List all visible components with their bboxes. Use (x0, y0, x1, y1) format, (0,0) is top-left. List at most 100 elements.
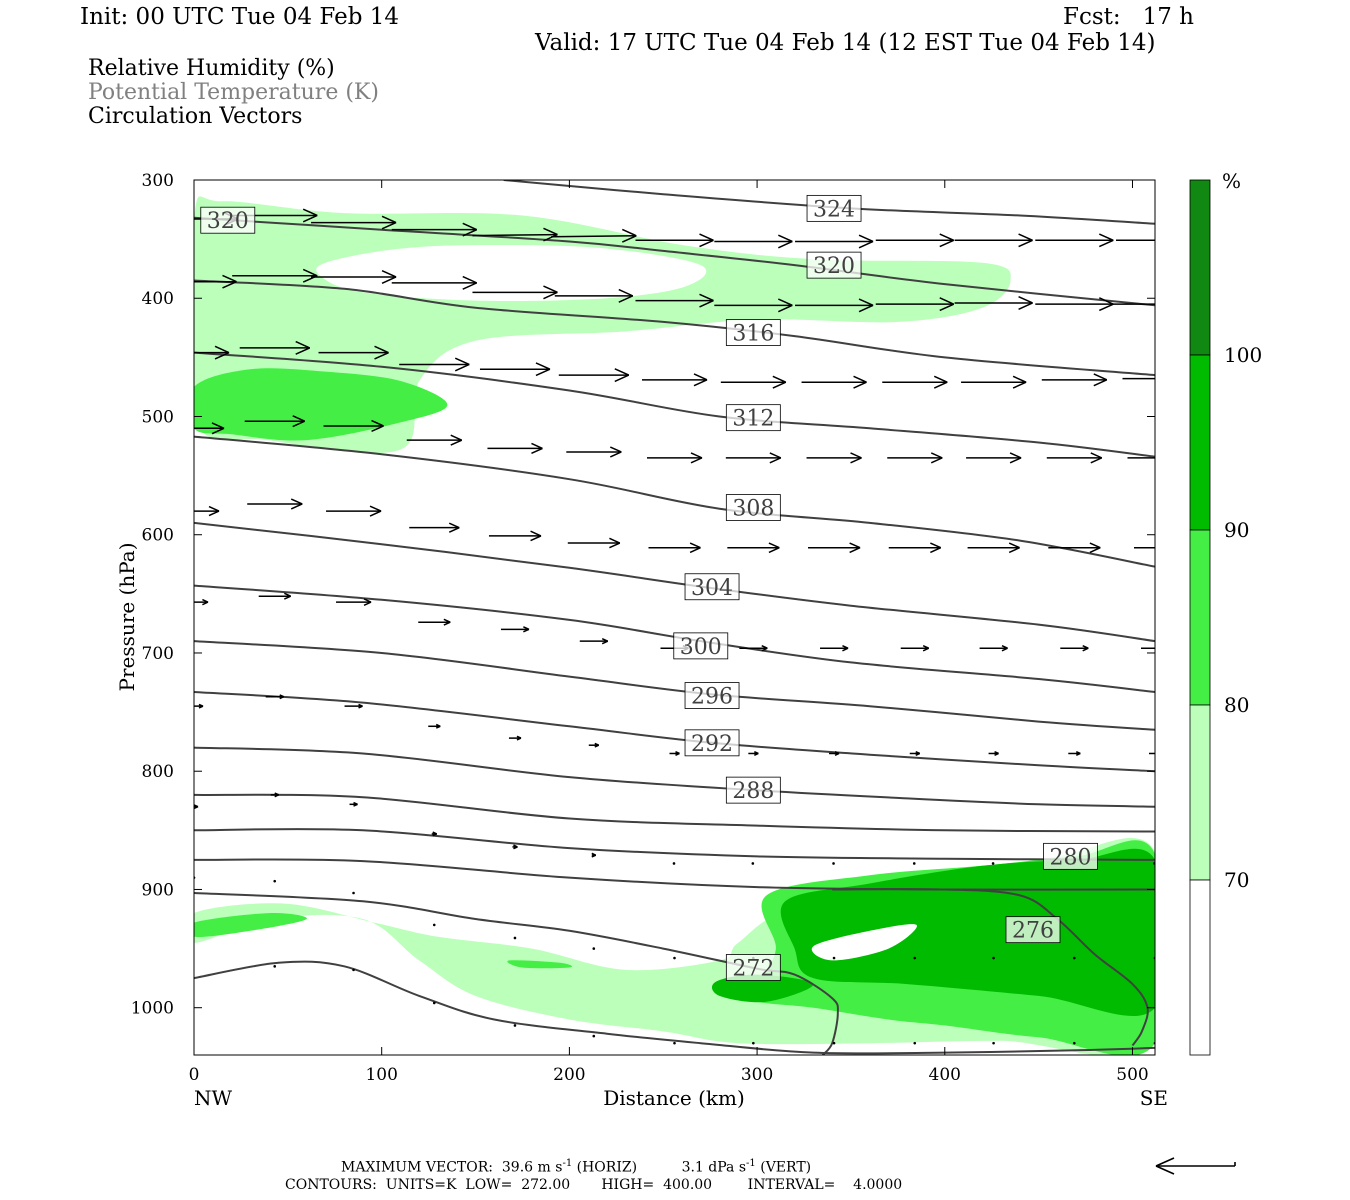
svg-text:288: 288 (732, 779, 774, 804)
circulation-vector (406, 434, 463, 446)
colorbar-tick-label: 90 (1224, 518, 1249, 542)
circulation-vector (344, 703, 363, 709)
circulation-vector (479, 362, 551, 377)
circulation-vector (795, 234, 874, 249)
colorbar-segment (1189, 179, 1211, 356)
y-tick-label: 600 (142, 526, 174, 546)
theta-contour-label-292: 292 (684, 729, 740, 757)
circulation-vector (714, 298, 793, 313)
circulation-vector (194, 505, 220, 517)
circulation-vector (432, 923, 436, 927)
circulation-vector (992, 956, 995, 960)
svg-text:280: 280 (1050, 845, 1092, 870)
theta-contour-276 (194, 892, 839, 1055)
forecast-hour: Fcst: 17 h (1063, 4, 1194, 30)
circulation-vector (273, 879, 277, 883)
circulation-vector (273, 965, 277, 968)
theta-contour-label-276: 276 (1005, 916, 1061, 944)
circulation-vector (752, 1041, 755, 1045)
theta-contour-284 (194, 793, 1155, 833)
colorbar-segment (1189, 704, 1211, 881)
colorbar-segment (1189, 879, 1211, 1056)
circulation-vector (988, 750, 999, 756)
theta-contour-280 (194, 828, 1155, 861)
colorbar-unit: % (1222, 169, 1241, 193)
circulation-vector (875, 233, 955, 248)
circulation-vector (801, 375, 867, 389)
circulation-vector (336, 598, 372, 606)
circulation-vector (882, 375, 948, 389)
circulation-vector (194, 422, 225, 435)
circulation-vector (513, 936, 517, 940)
contours-note: CONTOURS: UNITS=K LOW= 272.00 HIGH= 400.… (285, 1177, 903, 1193)
circulation-vector (1112, 303, 1155, 305)
circulation-vector (247, 498, 303, 510)
circulation-vector (194, 804, 199, 810)
circulation-vector (829, 750, 840, 756)
circulation-vector (1046, 452, 1103, 464)
circulation-vector (635, 233, 714, 248)
y-axis-title: Pressure (hPa) (115, 543, 139, 692)
circulation-vector (592, 1034, 596, 1038)
svg-text:300: 300 (680, 635, 722, 660)
circulation-vector (725, 452, 782, 464)
svg-text:320: 320 (813, 254, 855, 279)
theta-contour-320 (194, 216, 1155, 307)
circulation-vector (635, 293, 714, 308)
svg-text:308: 308 (732, 497, 774, 522)
circulation-vector (513, 1024, 517, 1027)
circulation-vector (244, 415, 306, 428)
max-vector-note: MAXIMUM VECTOR: 39.6 m s-1 (HORIZ) 3.1 d… (341, 1159, 811, 1175)
max-horiz-unit: m s (537, 1159, 563, 1176)
circulation-vector (432, 1001, 436, 1005)
circulation-vector (1068, 750, 1081, 756)
circulation-vector (1035, 297, 1114, 312)
x-tick-label: 400 (929, 1065, 961, 1085)
circulation-vector (1122, 377, 1155, 380)
circulation-vector (991, 862, 995, 865)
circulation-vector (418, 618, 451, 626)
circulation-vector (1134, 546, 1155, 549)
circulation-vector (992, 1041, 995, 1045)
circulation-vector (913, 1041, 917, 1045)
svg-text:276: 276 (1012, 919, 1054, 944)
max-horiz-exponent: -1 (562, 1158, 573, 1169)
circulation-vector (1072, 956, 1076, 960)
circulation-vector (647, 452, 703, 464)
y-tick-label: 900 (142, 880, 174, 900)
x-axis-right-end: SE (1140, 1086, 1168, 1110)
svg-text:304: 304 (691, 576, 733, 601)
circulation-vector (500, 626, 530, 633)
rh-region-80 (194, 913, 307, 938)
circulation-vector (194, 274, 237, 289)
circulation-vector (258, 592, 292, 600)
max-horiz-value: 39.6 (501, 1159, 534, 1176)
circulation-vector (1116, 239, 1155, 242)
circulation-vector (472, 227, 558, 242)
circulation-vector (194, 345, 230, 360)
circulation-vector (966, 452, 1022, 464)
circulation-vector (875, 297, 955, 312)
circulation-vector (1072, 1041, 1076, 1045)
svg-text:292: 292 (691, 732, 733, 757)
circulation-vector (912, 862, 916, 865)
max-horiz-tag: (HORIZ) (576, 1159, 638, 1176)
circulation-vector (487, 442, 543, 455)
circulation-vector (558, 368, 630, 383)
max-vert-exponent: -1 (746, 1158, 756, 1169)
rh-gap-region (316, 245, 707, 301)
circulation-vector (648, 542, 701, 554)
circulation-vector (642, 373, 708, 387)
circulation-vector (673, 1041, 676, 1045)
circulation-vector (1041, 373, 1108, 387)
circulation-vector (488, 530, 542, 542)
circulation-vector (967, 542, 1020, 554)
x-tick-label: 100 (365, 1065, 397, 1085)
circulation-vector (672, 862, 676, 865)
circulation-vector (806, 452, 862, 464)
circulation-vector (739, 645, 768, 652)
y-tick-label: 400 (142, 289, 174, 309)
circulation-vector (311, 215, 397, 230)
theta-contour-292 (194, 691, 1155, 773)
